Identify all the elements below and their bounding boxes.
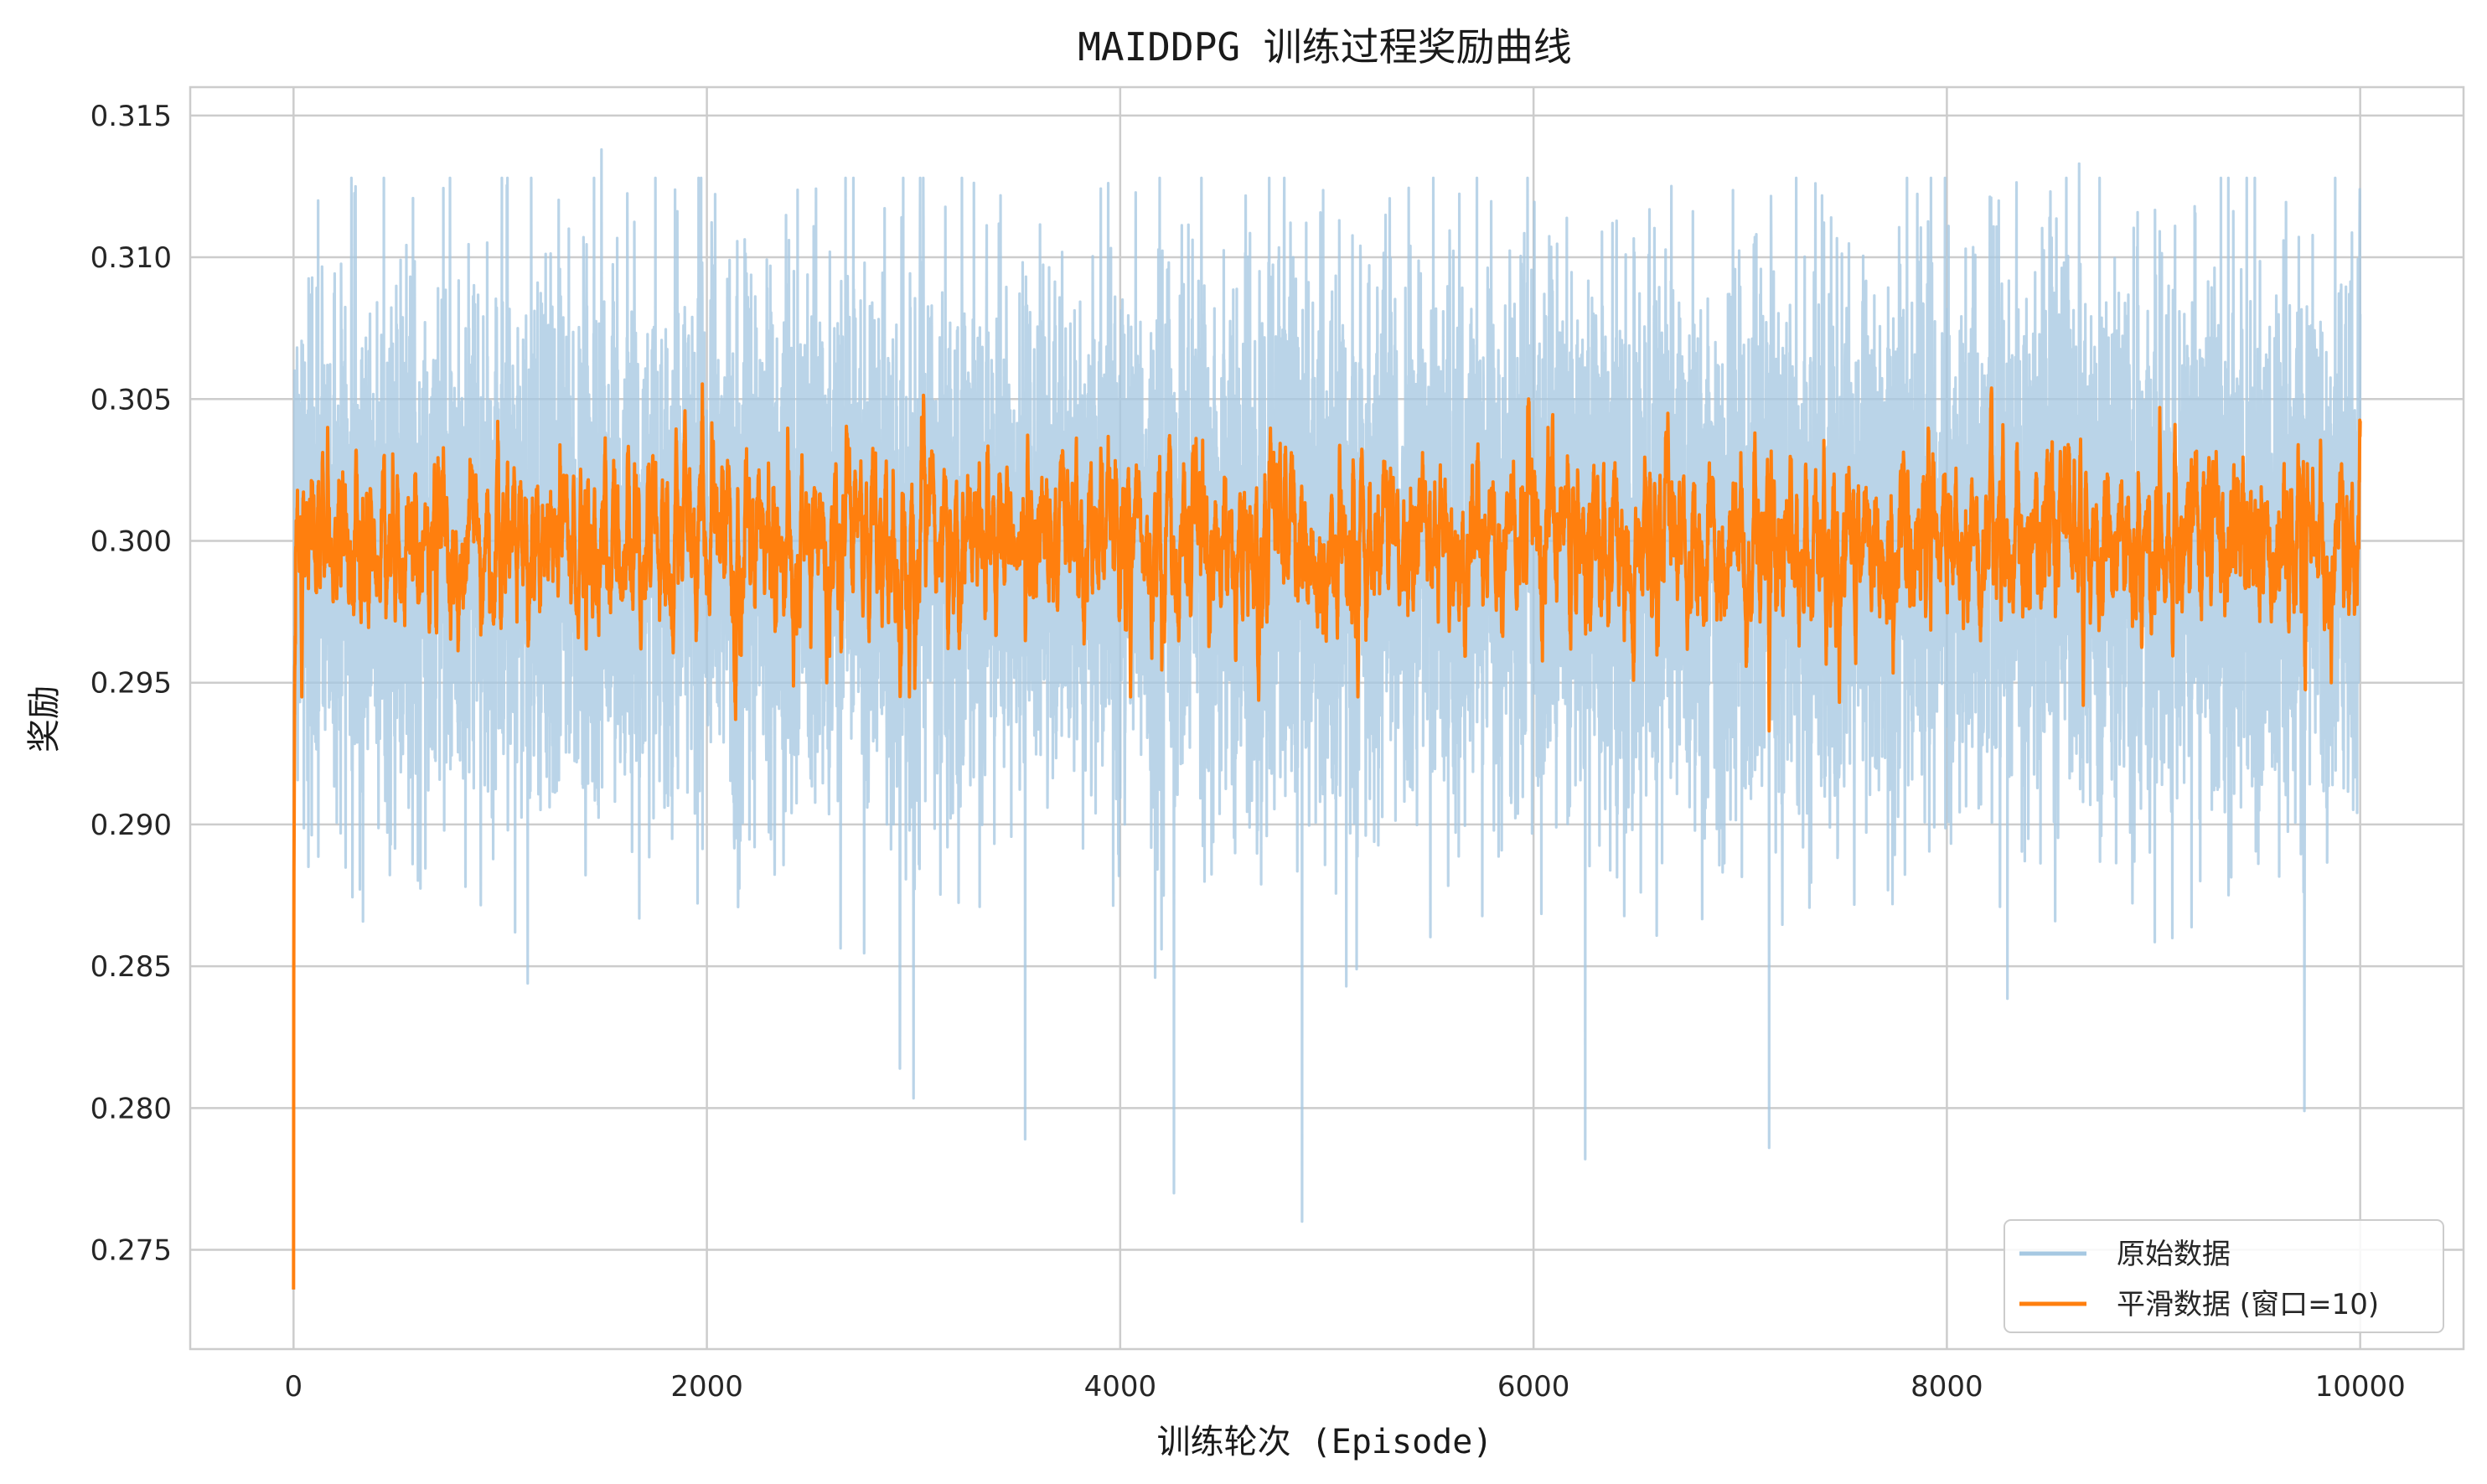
- y-tick-label: 0.305: [90, 383, 172, 416]
- y-tick-label: 0.275: [90, 1234, 172, 1268]
- y-tick-label: 0.280: [90, 1092, 172, 1125]
- x-axis-label: 训练轮次 (Episode): [1157, 1423, 1493, 1461]
- series-layer: [292, 147, 2362, 1290]
- x-tick-label: 4000: [1084, 1370, 1157, 1404]
- y-tick-label: 0.285: [90, 950, 172, 984]
- y-tick-label: 0.315: [90, 100, 172, 133]
- plot-frame: [189, 85, 2465, 1351]
- x-tick-label: 2000: [670, 1370, 743, 1404]
- y-axis-ticks: 0.275 0.280 0.285 0.290 0.295 0.300 0.305 0.310…: [90, 100, 172, 1268]
- legend: 原始数据 平滑数据 (窗口=10): [2004, 1219, 2444, 1333]
- chart-title: MAIDDPG 训练过程奖励曲线: [1078, 24, 1572, 70]
- legend-label-smoothed: 平滑数据 (窗口=10): [2117, 1288, 2379, 1321]
- x-tick-label: 8000: [1910, 1370, 1983, 1404]
- y-tick-label: 0.290: [90, 809, 172, 842]
- x-tick-label: 10000: [2315, 1370, 2406, 1404]
- x-tick-label: 0: [284, 1370, 302, 1404]
- legend-box: [2004, 1219, 2444, 1333]
- y-tick-label: 0.300: [90, 525, 172, 558]
- y-tick-label: 0.310: [90, 241, 172, 275]
- y-tick-label: 0.295: [90, 667, 172, 701]
- x-axis-ticks: 0 2000 4000 6000 8000 10000: [284, 1370, 2405, 1404]
- series-line-smoothed: [292, 382, 2362, 1290]
- legend-label-raw: 原始数据: [2117, 1238, 2231, 1271]
- x-tick-label: 6000: [1497, 1370, 1570, 1404]
- y-axis-label: 奖励: [25, 685, 64, 752]
